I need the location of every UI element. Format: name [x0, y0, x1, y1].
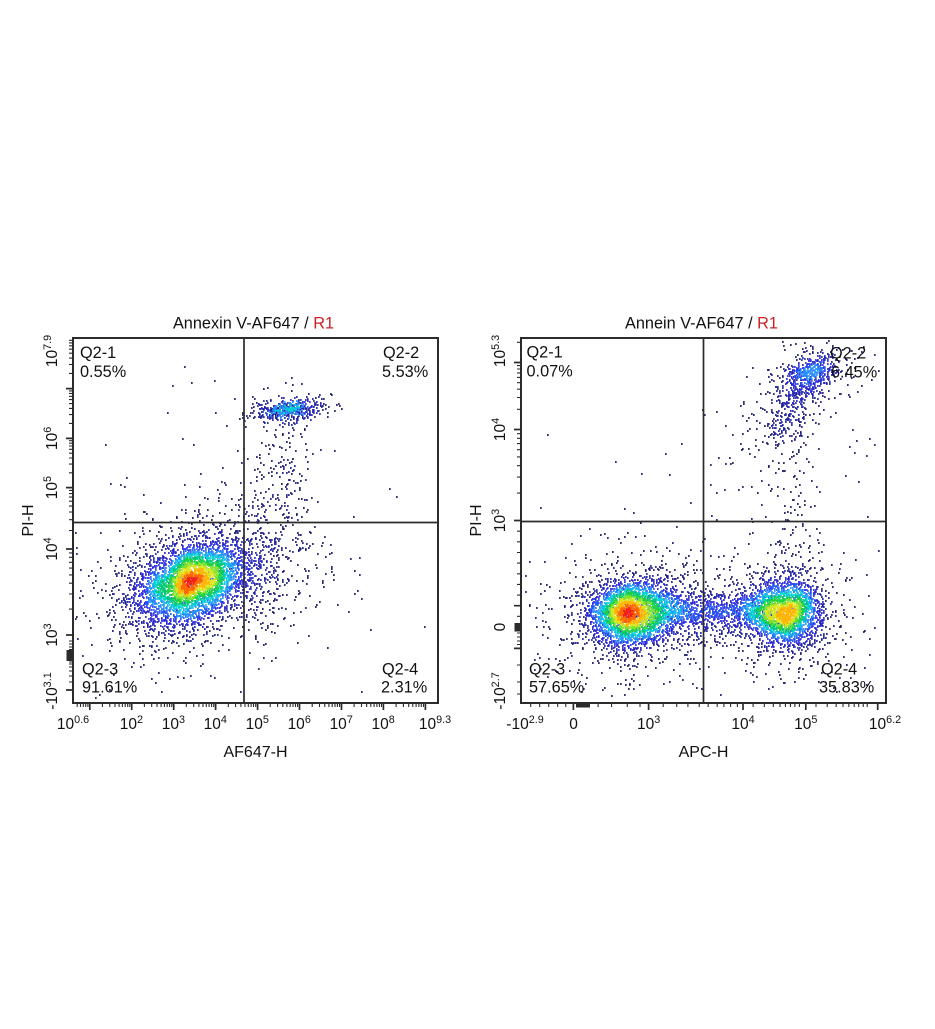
- svg-text:2.31%: 2.31%: [381, 679, 427, 697]
- svg-text:APC-H: APC-H: [679, 744, 729, 761]
- svg-text:Q2-2: Q2-2: [830, 345, 866, 363]
- svg-text:0.07%: 0.07%: [527, 363, 573, 381]
- svg-text:35.83%: 35.83%: [819, 679, 874, 697]
- svg-text:Q2-1: Q2-1: [527, 344, 563, 362]
- svg-text:6.45%: 6.45%: [831, 364, 877, 382]
- svg-text:PI-H: PI-H: [468, 505, 485, 537]
- svg-text:57.65%: 57.65%: [529, 679, 584, 697]
- svg-text:Q2-4: Q2-4: [821, 661, 857, 679]
- svg-text:91.61%: 91.61%: [82, 679, 137, 697]
- svg-text:Q2-2: Q2-2: [383, 344, 419, 362]
- svg-text:Annexin V-AF647 / R1: Annexin V-AF647 / R1: [173, 315, 334, 333]
- svg-text:Q2-1: Q2-1: [80, 344, 116, 362]
- svg-text:0: 0: [492, 622, 509, 631]
- svg-text:Q2-4: Q2-4: [382, 661, 418, 679]
- svg-text:Annein V-AF647 / R1: Annein V-AF647 / R1: [625, 315, 778, 333]
- svg-text:PI-H: PI-H: [20, 505, 37, 537]
- svg-text:0: 0: [569, 716, 578, 733]
- svg-text:0.55%: 0.55%: [80, 363, 126, 381]
- svg-text:AF647-H: AF647-H: [223, 744, 287, 761]
- svg-text:Q2-3: Q2-3: [82, 661, 118, 679]
- svg-text:Q2-3: Q2-3: [529, 661, 565, 679]
- svg-text:5.53%: 5.53%: [382, 363, 428, 381]
